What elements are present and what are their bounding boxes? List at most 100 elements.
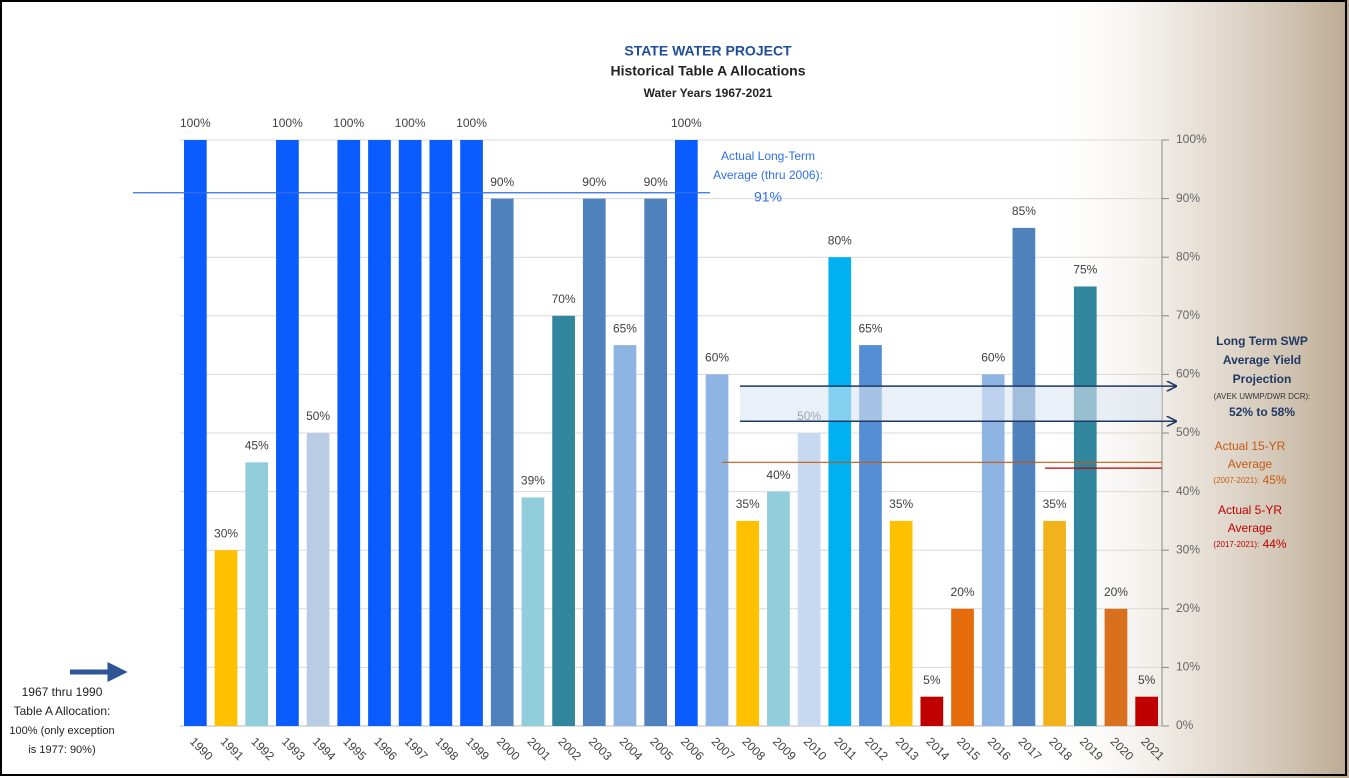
x-tick-label: 1995	[340, 734, 369, 763]
value-label: 5%	[923, 673, 941, 687]
value-label: 5%	[1138, 673, 1156, 687]
bar	[705, 374, 729, 726]
bar	[767, 491, 790, 726]
value-label: 20%	[1104, 585, 1128, 599]
x-tick-label: 1993	[279, 734, 308, 763]
projection-band	[740, 386, 1162, 422]
annotation-text: Actual 5-YR	[1218, 503, 1282, 517]
y-tick-label: 10%	[1176, 660, 1200, 674]
annotation-text: 100% (only exception	[9, 725, 114, 737]
annotation-value: 44%	[1263, 537, 1287, 551]
annotation-text: Average (thru 2006):	[713, 168, 823, 182]
value-label: 90%	[644, 175, 668, 189]
bar	[1012, 227, 1036, 726]
annotation-note: (2017-2021):	[1213, 540, 1259, 549]
y-tick-label: 0%	[1176, 718, 1194, 732]
annotation-value: 45%	[1263, 473, 1287, 487]
value-label: 45%	[245, 438, 269, 452]
y-tick-label: 90%	[1176, 191, 1200, 205]
x-tick-label: 2000	[494, 734, 523, 763]
bar	[368, 140, 391, 726]
x-tick-label: 1998	[432, 734, 461, 763]
bar	[889, 520, 913, 726]
annotation-text: Table A Allocation:	[14, 704, 111, 718]
y-tick-label: 20%	[1176, 601, 1200, 615]
x-tick-label: 2015	[954, 734, 983, 763]
x-tick-label: 2002	[555, 734, 584, 763]
bar	[490, 198, 514, 727]
y-tick-label: 40%	[1176, 484, 1200, 498]
y-tick-label: 70%	[1176, 308, 1200, 322]
annotation-text: Average	[1228, 521, 1273, 535]
value-label: 85%	[1012, 204, 1036, 218]
x-tick-label: 2004	[617, 734, 646, 763]
value-label: 100%	[333, 116, 364, 130]
x-tick-label: 1990	[187, 734, 216, 763]
y-tick-label: 60%	[1176, 367, 1200, 381]
value-label: 35%	[736, 497, 760, 511]
bar	[951, 608, 974, 726]
bar	[1073, 286, 1097, 726]
bar	[981, 374, 1005, 726]
bar	[674, 140, 698, 726]
value-label: 100%	[180, 116, 211, 130]
x-tick-label: 2010	[801, 734, 830, 763]
value-label: 70%	[552, 292, 576, 306]
value-label: 39%	[521, 474, 545, 488]
annotation-text: Long Term SWP	[1216, 334, 1308, 348]
annotation-text: Average	[1228, 457, 1273, 471]
x-tick-label: 2003	[586, 734, 615, 763]
x-tick-label: 2008	[739, 734, 768, 763]
value-label: 80%	[828, 233, 852, 247]
bar	[828, 257, 852, 726]
annotation-text: Average Yield	[1223, 353, 1301, 367]
y-tick-label: 80%	[1176, 249, 1200, 263]
value-label: 35%	[1043, 497, 1067, 511]
x-tick-label: 1996	[371, 734, 400, 763]
annotation-note: (AVEK UWMP/DWR DCR):	[1214, 392, 1311, 401]
bar	[920, 696, 944, 726]
annotation-text: Actual Long-Term	[721, 149, 815, 163]
x-tick-label: 2007	[709, 734, 738, 763]
bar	[306, 433, 330, 726]
annotation-note: (2007-2021):	[1213, 476, 1259, 485]
x-tick-label: 2014	[923, 734, 952, 763]
annotation-text: is 1977: 90%)	[28, 744, 95, 756]
value-label: 60%	[705, 351, 729, 365]
value-label: 90%	[490, 175, 514, 189]
bar	[736, 520, 760, 726]
bar	[859, 345, 882, 726]
chart-title: Water Years 1967-2021	[644, 86, 773, 100]
value-label: 75%	[1073, 263, 1097, 277]
value-label: 100%	[272, 116, 303, 130]
bar	[337, 140, 361, 726]
y-tick-label: 30%	[1176, 542, 1200, 556]
bar	[644, 198, 668, 727]
value-label: 100%	[671, 116, 702, 130]
annotation-text: 1967 thru 1990	[22, 685, 103, 699]
bar	[245, 462, 269, 726]
value-label: 30%	[214, 526, 238, 540]
value-label: 65%	[613, 321, 637, 335]
chart-title: STATE WATER PROJECT	[624, 43, 792, 59]
x-tick-label: 1992	[248, 734, 277, 763]
bar	[183, 140, 207, 726]
x-tick-label: 1991	[218, 734, 247, 763]
value-label: 60%	[981, 351, 1005, 365]
value-label: 35%	[889, 497, 913, 511]
x-tick-label: 1994	[310, 734, 339, 763]
bar	[1043, 520, 1066, 726]
bar	[398, 140, 422, 726]
annotation-text: Actual 15-YR	[1215, 439, 1286, 453]
x-tick-label: 2012	[862, 734, 891, 763]
bar	[1104, 608, 1128, 726]
y-tick-label: 50%	[1176, 425, 1200, 439]
bar	[429, 140, 453, 726]
bar	[582, 198, 606, 727]
annotation-text: Projection	[1233, 372, 1292, 386]
bar	[797, 433, 821, 726]
bar	[214, 550, 238, 726]
value-label: 65%	[858, 321, 882, 335]
